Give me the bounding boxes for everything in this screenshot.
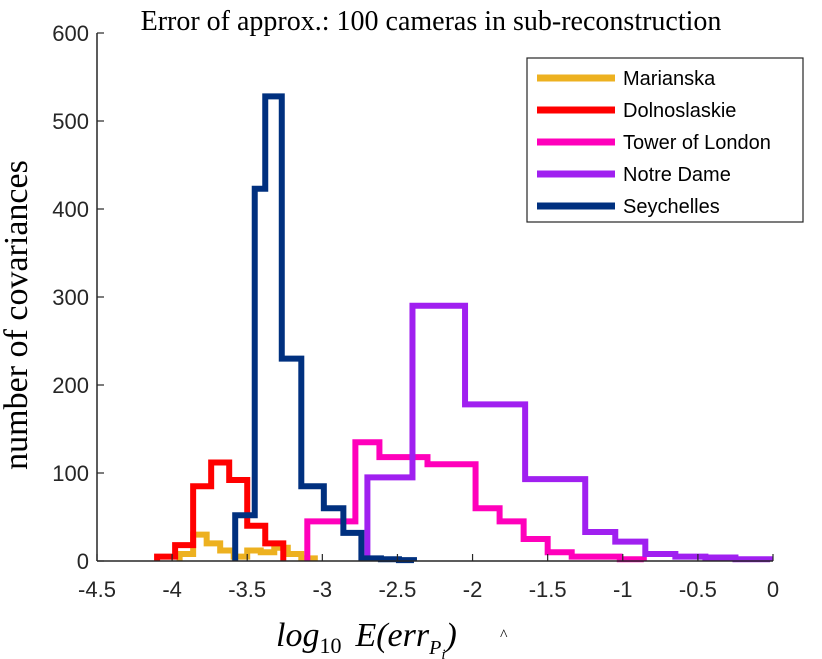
legend-label: Marianska [623, 68, 716, 90]
x-tick-label: -4.5 [78, 577, 116, 602]
x-axis-label-close-paren: ) [444, 617, 457, 654]
y-axis-label: number of covariances [0, 160, 35, 470]
legend-label: Dolnoslaskie [623, 100, 736, 122]
x-tick-label: -1 [613, 577, 633, 602]
x-axis-label-subscript: 10 [319, 633, 341, 658]
x-axis-label-variable: P [428, 637, 441, 659]
x-tick-label: -0.5 [679, 577, 717, 602]
histogram-outline [232, 93, 417, 564]
legend-item: Dolnoslaskie [537, 100, 736, 122]
y-tick-label: 0 [77, 549, 89, 574]
x-axis-label-expression: E(err [354, 617, 429, 654]
x-tick-label: -4 [162, 577, 182, 602]
legend-label: Seychelles [623, 196, 720, 218]
y-tick-label: 400 [52, 197, 89, 222]
series-notre-dame [364, 302, 773, 563]
legend-item: Notre Dame [537, 164, 731, 186]
x-tick-label: -2.5 [378, 577, 416, 602]
legend-item: Marianska [537, 68, 716, 90]
histogram-outline [176, 531, 318, 562]
plot-area [154, 93, 773, 564]
x-axis-label: log10 E(errPi) ^ [276, 617, 508, 659]
legend-item: Tower of London [537, 132, 771, 154]
series-seychelles [232, 93, 417, 564]
y-tick-label: 100 [52, 461, 89, 486]
x-axis-label-variable-subscript: i [441, 647, 445, 659]
x-axis-ticks: -4.5 -4 -3.5 -3 -2.5 -2 -1.5 -1 -0.5 0 [78, 554, 779, 602]
x-tick-label: -3 [313, 577, 333, 602]
series-marianska [176, 531, 318, 562]
legend-label: Tower of London [623, 132, 771, 154]
histogram-outline [154, 459, 287, 561]
x-tick-label: 0 [767, 577, 779, 602]
x-tick-label: -1.5 [529, 577, 567, 602]
y-tick-label: 500 [52, 109, 89, 134]
series-dolnoslaskie [154, 459, 287, 561]
histogram-outline [364, 302, 773, 563]
y-tick-label: 200 [52, 373, 89, 398]
legend-item: Seychelles [537, 196, 720, 218]
y-axis-ticks: 0 100 200 300 400 500 600 [52, 21, 104, 574]
y-tick-label: 600 [52, 21, 89, 46]
legend: Marianska Dolnoslaskie Tower of London Notr… [526, 57, 804, 223]
series-tower-of-london [304, 439, 647, 563]
y-tick-label: 300 [52, 285, 89, 310]
chart-title: Error of approx.: 100 cameras in sub-rec… [141, 6, 722, 37]
x-tick-label: -2 [463, 577, 483, 602]
histogram-outline [304, 439, 647, 563]
legend-label: Notre Dame [623, 164, 731, 186]
x-axis-label-log: log [276, 617, 319, 654]
x-tick-label: -3.5 [228, 577, 266, 602]
x-axis-label-hat: ^ [500, 627, 508, 644]
